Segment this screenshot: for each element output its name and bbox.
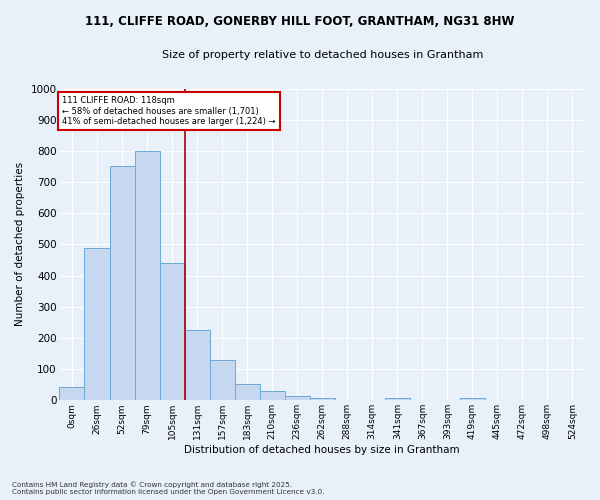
Bar [284, 396, 310, 400]
Bar [59, 387, 85, 400]
Bar [260, 391, 284, 400]
Text: Contains HM Land Registry data © Crown copyright and database right 2025.
Contai: Contains HM Land Registry data © Crown c… [12, 482, 325, 495]
Text: 111, CLIFFE ROAD, GONERBY HILL FOOT, GRANTHAM, NG31 8HW: 111, CLIFFE ROAD, GONERBY HILL FOOT, GRA… [85, 15, 515, 28]
Y-axis label: Number of detached properties: Number of detached properties [15, 162, 25, 326]
Text: 111 CLIFFE ROAD: 118sqm
← 58% of detached houses are smaller (1,701)
41% of semi: 111 CLIFFE ROAD: 118sqm ← 58% of detache… [62, 96, 275, 126]
Bar [310, 398, 335, 400]
Bar [110, 166, 134, 400]
Bar [85, 248, 110, 400]
Bar [460, 398, 485, 400]
Title: Size of property relative to detached houses in Grantham: Size of property relative to detached ho… [161, 50, 483, 60]
Bar [209, 360, 235, 401]
Bar [235, 384, 260, 400]
Bar [185, 330, 209, 400]
X-axis label: Distribution of detached houses by size in Grantham: Distribution of detached houses by size … [184, 445, 460, 455]
Bar [134, 151, 160, 400]
Bar [385, 398, 410, 400]
Bar [160, 263, 185, 400]
